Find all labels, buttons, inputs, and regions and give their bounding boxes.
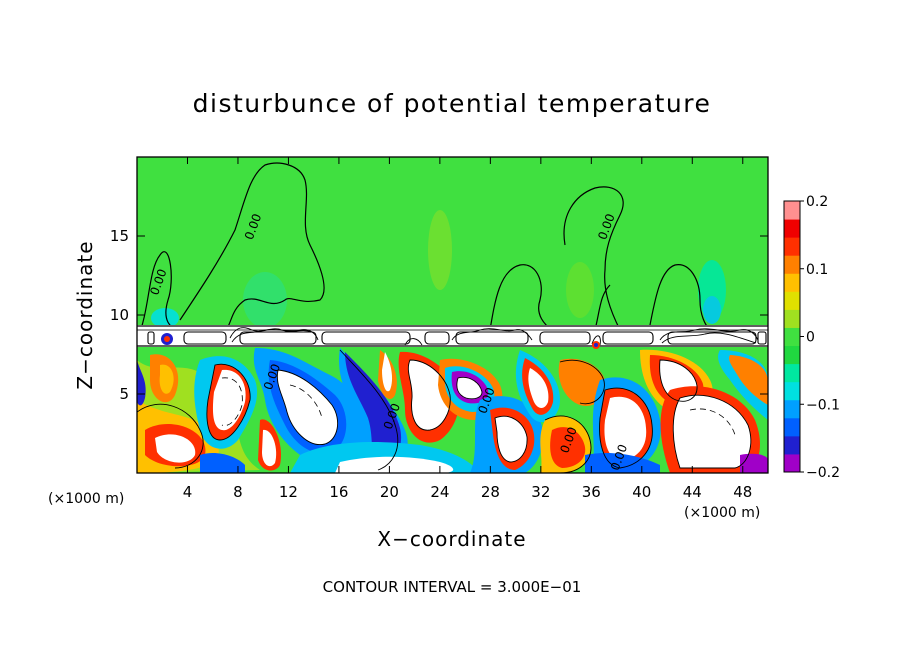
colorbar-cell <box>784 327 800 347</box>
colorbar-tick-label: 0.2 <box>806 194 828 210</box>
x-tick-label: 28 <box>481 483 500 501</box>
x-tick-label: 24 <box>430 483 449 501</box>
colorbar-cell <box>784 417 800 437</box>
plot-area: 0.000.00 0.000.000.000.000.000.00 4 8 12 16 2… <box>110 156 769 501</box>
colorbar-cell <box>784 345 800 365</box>
y-axis-ticks: 5 10 15 <box>110 227 768 403</box>
upper-plumes <box>151 210 726 328</box>
colorbar-cell <box>784 309 800 328</box>
x-unit-right: (×1000 m) <box>684 505 760 521</box>
contour-interval-note: CONTOUR INTERVAL = 3.000E−01 <box>323 578 582 596</box>
chart-title: disturbunce of potential temperature <box>193 89 712 118</box>
x-tick-label: 12 <box>279 483 298 501</box>
colorbar-cell <box>784 291 800 310</box>
colorbar-tick-label: 0.1 <box>806 262 828 278</box>
colorbar-cell <box>784 363 800 383</box>
colorbar-tick-label: 0 <box>806 330 815 346</box>
lower-turbulent-field <box>137 347 768 473</box>
colorbar-cell <box>784 435 800 455</box>
x-tick-label: 20 <box>380 483 399 501</box>
colorbar-tick-label: −0.1 <box>806 397 840 413</box>
x-tick-label: 32 <box>531 483 550 501</box>
colorbar-tick-label: −0.2 <box>806 465 840 481</box>
x-axis-ticks: 4 8 12 16 20 24 28 32 36 40 44 48 <box>183 157 752 501</box>
colorbar-cell <box>784 453 800 473</box>
x-tick-label: 48 <box>733 483 752 501</box>
colorbar-cell <box>784 237 800 256</box>
colorbar-cell <box>784 399 800 419</box>
x-tick-label: 8 <box>233 483 243 501</box>
x-tick-label: 44 <box>683 483 702 501</box>
colorbar-cell <box>784 381 800 401</box>
x-unit-left: (×1000 m) <box>48 491 124 507</box>
x-axis-label: X−coordinate <box>377 527 526 551</box>
colorbar: −0.2 −0.1 0 0.1 0.2 <box>783 194 840 481</box>
colorbar-cell <box>784 273 800 292</box>
x-tick-label: 4 <box>183 483 193 501</box>
y-tick-label: 15 <box>110 227 129 245</box>
boundary-band <box>137 325 768 349</box>
y-tick-label: 5 <box>119 385 129 403</box>
y-axis-label: Z−coordinate <box>73 240 97 389</box>
colorbar-cell <box>784 201 800 220</box>
x-tick-label: 40 <box>632 483 651 501</box>
x-tick-label: 16 <box>329 483 348 501</box>
x-tick-label: 36 <box>582 483 601 501</box>
colorbar-cell <box>784 219 800 238</box>
colorbar-cell <box>784 255 800 274</box>
y-tick-label: 10 <box>110 306 129 324</box>
